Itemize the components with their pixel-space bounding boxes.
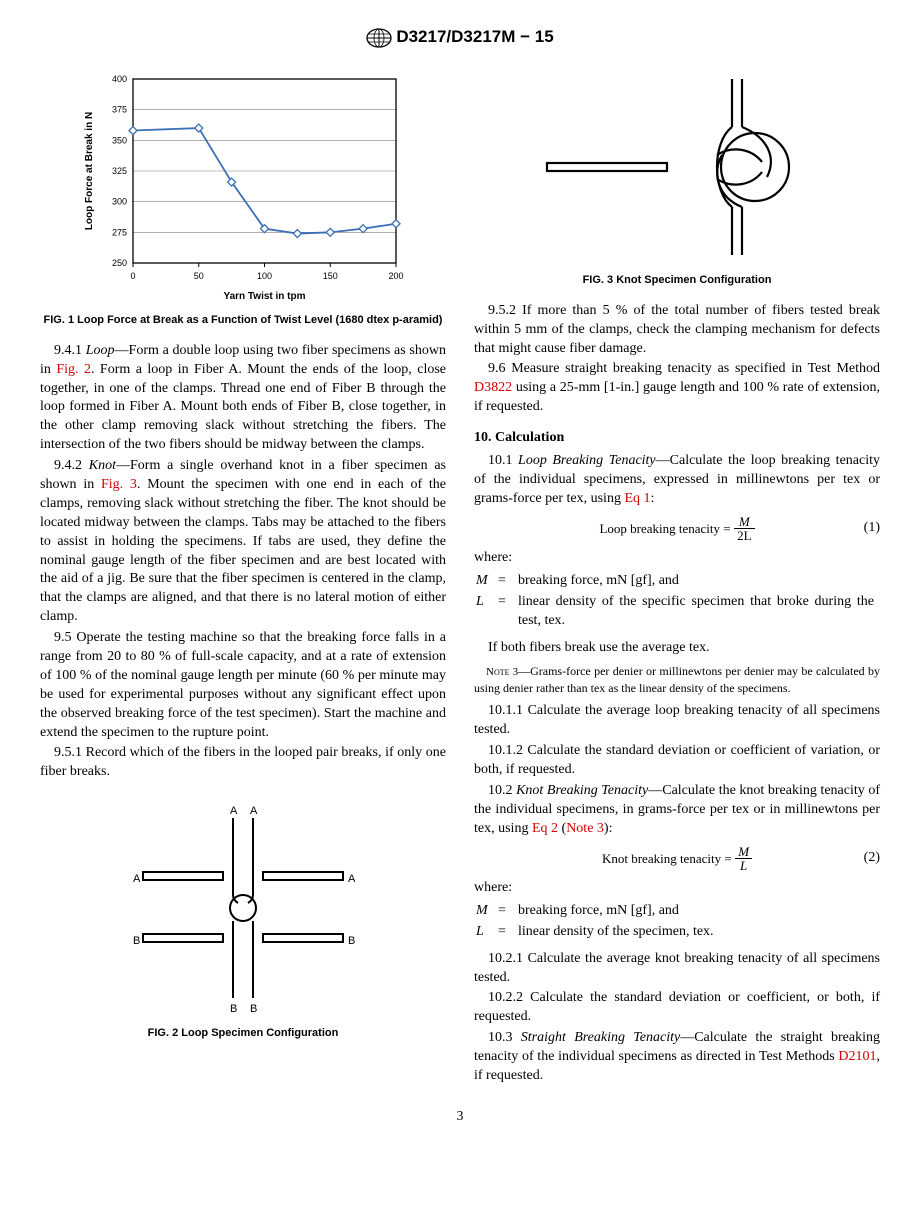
eq1-ref: Eq 1 (624, 491, 650, 506)
svg-text:B: B (230, 1003, 237, 1015)
svg-text:0: 0 (130, 271, 135, 281)
svg-text:Yarn Twist in tpm: Yarn Twist in tpm (223, 291, 305, 302)
fig1-caption: FIG. 1 Loop Force at Break as a Function… (40, 313, 446, 328)
fig1-chart: 250 275 300 325 350 375 400 0 50 100 150 200 Yarn Tw… (78, 67, 408, 307)
p-9-4-1: 9.4.1 Loop—Form a double loop using two … (40, 342, 446, 455)
svg-text:250: 250 (112, 258, 127, 268)
equation-1: Loop breaking tenacity = M2L (1) (474, 515, 880, 543)
p-10-2-1: 10.2.1 Calculate the average knot breaki… (474, 950, 880, 988)
p-9-5-2: 9.5.2 If more than 5 % of the total numb… (474, 302, 880, 359)
svg-text:275: 275 (112, 227, 127, 237)
d3822-ref: D3822 (474, 380, 512, 395)
fig2-caption: FIG. 2 Loop Specimen Configuration (40, 1026, 446, 1041)
fig2-diagram: A A A A B B B B (113, 800, 373, 1020)
svg-text:100: 100 (257, 271, 272, 281)
fig2-ref: Fig. 2 (56, 362, 91, 377)
p-10-1-1: 10.1.1 Calculate the average loop breaki… (474, 702, 880, 740)
svg-text:B: B (348, 935, 355, 947)
where-2: where: (474, 879, 880, 898)
p-9-5: 9.5 Operate the testing machine so that … (40, 629, 446, 742)
svg-text:A: A (230, 805, 238, 817)
svg-text:B: B (250, 1003, 257, 1015)
note-3: Note 3—Grams-force per denier or milline… (474, 663, 880, 696)
equation-2: Knot breaking tenacity = ML (2) (474, 845, 880, 873)
fig3-caption: FIG. 3 Knot Specimen Configuration (474, 273, 880, 288)
p-10-1-tail: If both fibers break use the average tex… (474, 639, 880, 658)
fig3-ref: Fig. 3 (101, 477, 137, 492)
where-1: where: (474, 549, 880, 568)
svg-text:325: 325 (112, 166, 127, 176)
svg-text:300: 300 (112, 197, 127, 207)
svg-text:B: B (133, 935, 140, 947)
fig2-block: A A A A B B B B FIG. 2 Loop (40, 800, 446, 1041)
svg-text:50: 50 (194, 271, 204, 281)
p-10-2-2: 10.2.2 Calculate the standard deviation … (474, 989, 880, 1027)
p-10-3: 10.3 Straight Breaking Tenacity—Calculat… (474, 1029, 880, 1086)
note3-ref: Note 3 (566, 821, 604, 836)
p-9-5-1: 9.5.1 Record which of the fibers in the … (40, 744, 446, 782)
p-10-1-2: 10.1.2 Calculate the standard deviation … (474, 742, 880, 780)
fig3-diagram (517, 67, 837, 267)
svg-text:150: 150 (323, 271, 338, 281)
svg-text:350: 350 (112, 135, 127, 145)
svg-text:200: 200 (388, 271, 403, 281)
svg-text:A: A (133, 873, 141, 885)
p-9-4-2: 9.4.2 Knot—Form a single overhand knot i… (40, 457, 446, 627)
svg-text:A: A (250, 805, 258, 817)
p-9-6: 9.6 Measure straight breaking tenacity a… (474, 360, 880, 417)
svg-text:Loop Force at Break in N: Loop Force at Break in N (84, 112, 95, 230)
fig3-block: FIG. 3 Knot Specimen Configuration (474, 67, 880, 288)
var-table-2: M=breaking force, mN [gf], and L=linear … (474, 900, 720, 944)
svg-text:A: A (348, 873, 356, 885)
page-number: 3 (40, 1108, 880, 1127)
section-10-head: 10. Calculation (474, 429, 880, 448)
astm-logo-icon (366, 28, 392, 48)
svg-text:375: 375 (112, 105, 127, 115)
p-10-2: 10.2 Knot Breaking Tenacity—Calculate th… (474, 782, 880, 839)
page-header: D3217/D3217M − 15 (40, 26, 880, 49)
fig1-block: 250 275 300 325 350 375 400 0 50 100 150 200 Yarn Tw… (40, 67, 446, 328)
eq2-ref: Eq 2 (532, 821, 558, 836)
var-table-1: M=breaking force, mN [gf], and L=linear … (474, 570, 880, 633)
p-10-1: 10.1 Loop Breaking Tenacity—Calculate th… (474, 452, 880, 509)
d2101-ref: D2101 (838, 1049, 876, 1064)
designation: D3217/D3217M − 15 (396, 27, 553, 46)
svg-text:400: 400 (112, 74, 127, 84)
